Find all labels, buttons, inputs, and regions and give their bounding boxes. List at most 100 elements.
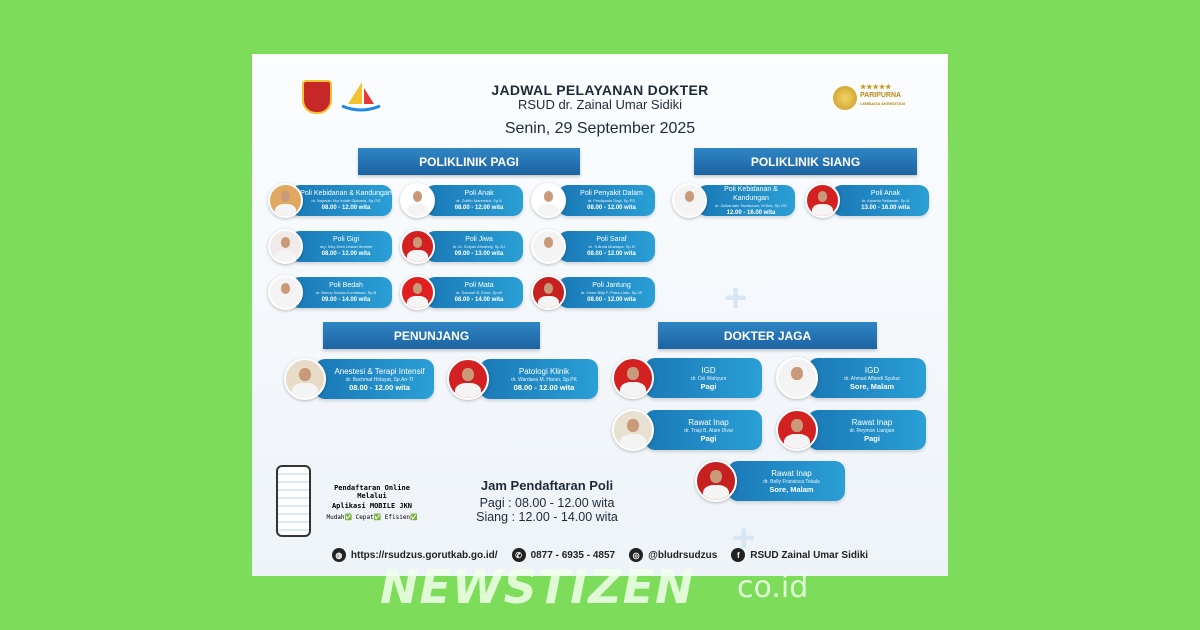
person-silhouette-icon	[537, 249, 560, 262]
plus-decoration-icon: +	[724, 276, 748, 320]
person-silhouette-icon	[274, 295, 297, 308]
service-hours: Pagi	[864, 433, 880, 443]
doctor-info-pill: Poli Gigi drg. Kiky Dedi Lestari Ibrahim…	[290, 231, 392, 262]
clinic-name: Rawat Inap	[851, 417, 893, 427]
person-head-icon	[790, 418, 804, 433]
person-head-icon	[412, 283, 423, 295]
doctor-info-pill: Rawat Inap dr. Reymon Liangan Pagi	[808, 410, 926, 450]
service-hours: 08.00 - 12.00 wita	[454, 205, 504, 211]
person-silhouette-icon	[406, 249, 429, 262]
person-head-icon	[461, 367, 475, 382]
doctor-name: drg. Kiky Dedi Lestari Ibrahim	[319, 244, 373, 249]
doctor-info-pill: Poli Saraf dr. Yulinda Mustapa, Sp.N 08.…	[558, 231, 655, 262]
doctor-name: dr. Victor Billy F. Putra Untu, Sp.JP	[580, 290, 643, 295]
person-silhouette-icon	[274, 249, 297, 262]
doctor-photo	[284, 358, 326, 400]
clinic-name: Poli Jantung	[592, 282, 631, 289]
instagram-icon: ◎	[629, 548, 644, 562]
doctor-photo	[776, 409, 818, 451]
phone-icon: ✆	[511, 548, 526, 562]
doctor-name: dr. Samuel B. Einor, Sp.M	[456, 290, 502, 295]
phone-number: 0877 - 6935 - 4857	[530, 549, 616, 561]
clinic-name: Poli Saraf	[596, 236, 627, 243]
service-hours: 08.00 - 12.00 wita	[321, 251, 371, 257]
watermark-brand: NEWSTIZEN	[380, 560, 695, 614]
doctor-info-pill: Poli Mata dr. Samuel B. Einor, Sp.M 08.0…	[425, 277, 523, 308]
facebook-page[interactable]: RSUD Zainal Umar Sidiki	[750, 549, 869, 561]
doctor-photo	[776, 357, 818, 399]
doctor-photo	[268, 275, 303, 310]
doctor-info-pill: Poli Penyakit Dalam dr. Ferdiyanto Dayi,…	[558, 185, 655, 216]
poster-title: JADWAL PELAYANAN DOKTER	[491, 82, 709, 98]
globe-icon: ◍	[331, 548, 346, 562]
doctor-name: dr. Najmiah Nur Indah Djakaria, Sp.OG	[311, 198, 381, 203]
person-silhouette-icon	[619, 433, 647, 449]
person-silhouette-icon	[406, 295, 429, 308]
person-head-icon	[280, 191, 291, 203]
person-silhouette-icon	[537, 203, 560, 216]
person-head-icon	[298, 367, 312, 382]
person-head-icon	[626, 366, 640, 381]
section-dokter-jaga: DOKTER JAGA	[658, 322, 877, 349]
doctor-photo	[268, 183, 303, 218]
person-head-icon	[412, 237, 423, 249]
person-head-icon	[280, 283, 291, 295]
person-silhouette-icon	[406, 203, 429, 216]
doctor-info-pill: Patologi Klinik dr. Wardana M. Harun, Sp…	[480, 359, 598, 399]
service-hours: 08.00 - 12.00 wita	[513, 382, 575, 392]
service-hours: 08.00 - 12.00 wita	[587, 251, 636, 257]
person-head-icon	[280, 237, 291, 249]
service-hours: Pagi	[700, 381, 717, 391]
doctor-photo	[531, 275, 566, 310]
hospital-logo	[341, 82, 381, 112]
doctor-name: dr. Ahmad Affandi Syukur	[843, 375, 901, 382]
doctor-name: dr. Bachmat Hidayat, Sp.An-TI	[345, 376, 414, 383]
doctor-info-pill: Rawat Inap dr. Triaji B. Alam Divai Pagi	[645, 410, 762, 450]
doctor-photo	[805, 183, 840, 218]
schedule-poster: ★★★★★ PARIPURNA LEMBAGA AKREDITASI JADWAL …	[252, 54, 948, 576]
service-hours: 08.00 - 12.00 wita	[349, 382, 410, 392]
clinic-name: Poli Jiwa	[465, 236, 493, 243]
doctor-photo	[531, 183, 566, 218]
doctor-name: dr. Benny Nanda Kurniawan, Sp.B	[315, 290, 377, 295]
doctor-name: dr. Ferdiyanto Dayi, Sp.PD	[587, 198, 636, 203]
person-head-icon	[817, 191, 828, 203]
doctor-info-pill: Poli Anak dr. Zulfito Marendra, Sp.A 08.…	[425, 185, 523, 216]
service-hours: 13.00 - 16.00 wita	[861, 205, 910, 211]
clinic-name: Anestesi & Terapi Intensif	[334, 366, 425, 376]
doctor-name: dr. Triaji B. Alam Divai	[684, 427, 733, 434]
facebook-icon: f	[731, 548, 746, 562]
doctor-info-pill: IGD dr. Ozi Wahyuni Pagi	[645, 358, 762, 398]
doctor-photo	[400, 229, 435, 264]
clinic-name: Poli Anak	[870, 190, 901, 197]
doctor-photo	[695, 460, 737, 502]
doctor-photo	[672, 183, 707, 218]
person-silhouette-icon	[454, 382, 482, 398]
person-silhouette-icon	[678, 203, 701, 216]
clinic-name: Poli Kebidanan & Kandungan	[724, 185, 778, 202]
doctor-info-pill: Poli Kebidanan & Kandungan dr. Zulkarnai…	[697, 185, 795, 216]
doctor-name: dr. M. Sofyan Almahdy, Sp.KJ	[452, 244, 506, 249]
doctor-info-pill: Poli Bedah dr. Benny Nanda Kurniawan, Sp…	[290, 277, 392, 308]
person-silhouette-icon	[619, 381, 647, 397]
doctor-name: dr. Reymon Liangan	[849, 427, 895, 434]
person-silhouette-icon	[702, 484, 730, 500]
service-hours: Pagi	[700, 433, 717, 443]
doctor-photo	[612, 409, 654, 451]
doctor-photo	[612, 357, 654, 399]
doctor-name: dr. Zulfito Marendra, Sp.A	[456, 198, 502, 203]
person-head-icon	[543, 191, 554, 203]
doctor-name: dr. Belly Fransisca Tokala	[763, 478, 820, 485]
doctor-name: dr. Zulkarnain Tambunan, M.Kes, Sp.OG	[715, 202, 787, 208]
section-penunjang: PENUNJANG	[323, 322, 540, 349]
instagram-handle[interactable]: @bludrsudzus	[648, 549, 718, 561]
doctor-photo	[400, 183, 435, 218]
person-silhouette-icon	[811, 203, 834, 216]
online-registration-info: Pendaftaran Online Melalui Aplikasi MOBI…	[326, 484, 418, 521]
website-link[interactable]: https://rsudzus.gorutkab.go.id/	[350, 549, 498, 561]
service-hours: 08.00 - 12.00 wita	[587, 297, 636, 303]
clinic-name: Poli Gigi	[332, 236, 360, 243]
person-silhouette-icon	[274, 203, 297, 216]
clinic-name: Poli Anak	[464, 190, 494, 197]
clinic-name: Poli Kebidanan & Kandungan	[300, 190, 392, 197]
